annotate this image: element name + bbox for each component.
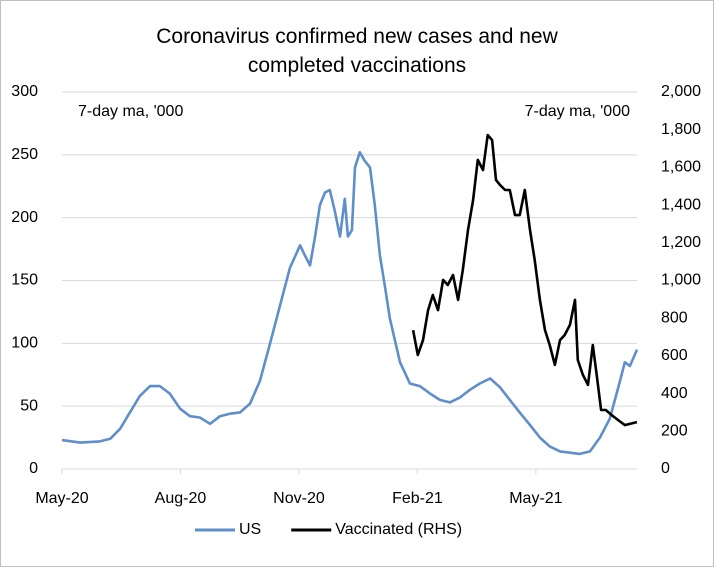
x-tick-label: May-20: [35, 490, 88, 507]
y2-tick-label: 1,200: [661, 234, 701, 251]
x-tick-label: Feb-21: [392, 490, 443, 507]
y2-tick-label: 0: [661, 460, 670, 477]
y2-tick-label: 1,400: [661, 196, 701, 213]
x-tick-label: Nov-20: [273, 490, 325, 507]
y2-tick-label: 600: [661, 347, 688, 364]
y2-tick-label: 1,800: [661, 121, 701, 138]
series-line: [61, 151, 639, 456]
y-tick-label: 300: [11, 83, 38, 100]
y2-tick-label: 1,600: [661, 159, 701, 176]
y2-tick-label: 800: [661, 309, 688, 326]
annotation: 7-day ma, '000: [525, 103, 630, 120]
y-tick-label: 200: [11, 209, 38, 226]
y2-tick-label: 200: [661, 423, 688, 440]
y2-tick-label: 1,000: [661, 272, 701, 289]
annotation: 7-day ma, '000: [78, 103, 183, 120]
y2-tick-label: 2,000: [661, 83, 701, 100]
y2-tick-label: 400: [661, 385, 688, 402]
x-tick-label: May-21: [509, 490, 562, 507]
y-tick-label: 0: [29, 460, 38, 477]
y-tick-label: 50: [20, 397, 38, 414]
y-tick-label: 250: [11, 146, 38, 163]
x-tick-label: Aug-20: [155, 490, 207, 507]
legend-label: US: [239, 521, 261, 538]
chart-title: Coronavirus confirmed new cases and new …: [156, 25, 558, 77]
y-tick-label: 100: [11, 335, 38, 352]
series-line: [411, 133, 638, 427]
y-tick-label: 150: [11, 272, 38, 289]
legend-label: Vaccinated (RHS): [335, 521, 462, 538]
